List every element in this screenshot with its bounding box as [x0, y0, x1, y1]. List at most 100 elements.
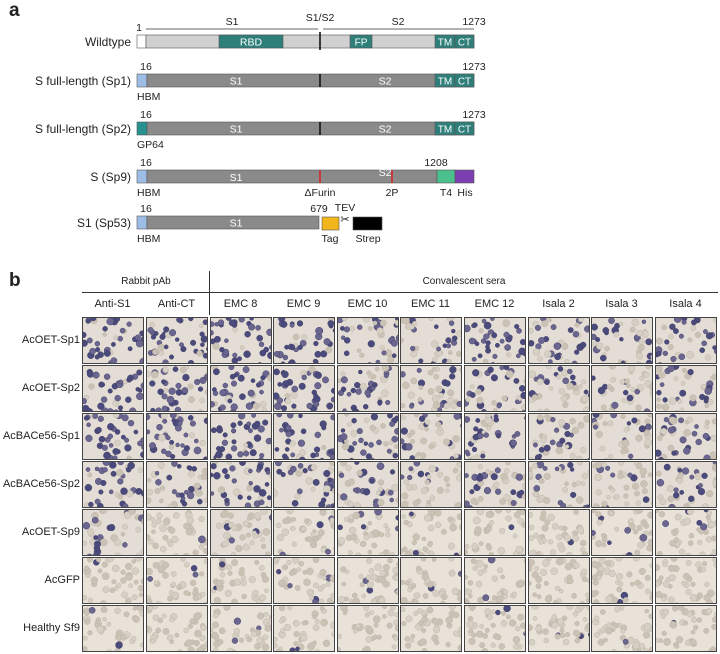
cell-dot: [301, 374, 307, 381]
cell-dot: [432, 618, 439, 625]
cell-dot: [413, 414, 420, 418]
cell-dot: [703, 398, 709, 404]
cell-dot: [713, 561, 716, 568]
cell-dot: [691, 430, 698, 437]
cell-dot: [449, 571, 455, 577]
cell-dot: [138, 514, 143, 522]
cell-dot: [597, 386, 606, 395]
cell-dot: [244, 502, 252, 507]
cell-dot: [199, 331, 205, 337]
cell-dot: [123, 611, 130, 618]
start-position-label: 16: [140, 203, 152, 215]
cell-dot: [261, 407, 267, 411]
cell-dot: [675, 410, 679, 411]
cell-dot: [274, 489, 278, 497]
cell-dot: [319, 568, 327, 576]
cell-dot: [401, 474, 405, 480]
cell-dot: [390, 552, 395, 555]
cell-dot: [180, 346, 187, 353]
cell-dot: [325, 548, 331, 555]
cell-dot: [254, 420, 261, 427]
cell-dot: [249, 540, 255, 545]
cell-dot: [515, 473, 523, 481]
cell-dot: [634, 549, 641, 555]
cell-dot: [619, 379, 626, 385]
cell-dot: [562, 638, 570, 646]
cell-dot: [558, 388, 566, 395]
cell-dot: [151, 370, 159, 379]
cell-dot: [581, 379, 587, 385]
cell-dot: [401, 492, 409, 500]
cell-dot: [503, 494, 511, 502]
micrograph-cell: [655, 509, 717, 556]
cell-dot: [401, 579, 405, 585]
cell-dot: [108, 443, 114, 448]
cell-dot: [131, 594, 138, 601]
cell-dot: [114, 552, 122, 555]
cell-dot: [213, 612, 219, 619]
n-terminal-tag-label: HBM: [137, 233, 160, 245]
cell-dot: [550, 324, 557, 331]
cell-dot: [237, 451, 244, 458]
cell-dot: [356, 428, 363, 435]
cell-dot: [573, 510, 579, 515]
cell-dot: [648, 613, 652, 619]
cell-micrograph: [338, 318, 398, 363]
cell-dot: [599, 515, 605, 521]
micrograph-cell: [591, 509, 653, 556]
micrograph-cell: [400, 605, 462, 652]
cell-dot: [661, 403, 670, 411]
cell-dot: [529, 624, 533, 631]
cell-dot: [358, 437, 364, 444]
cell-dot: [183, 432, 189, 438]
cell-dot: [96, 625, 105, 634]
cell-dot: [330, 621, 334, 630]
cell-dot: [359, 383, 367, 391]
cell-dot: [194, 438, 199, 444]
cell-dot: [597, 638, 605, 646]
cell-dot: [407, 391, 415, 399]
cell-dot: [147, 414, 151, 420]
cell-dot: [476, 630, 484, 638]
cell-dot: [542, 559, 550, 567]
cell-dot: [549, 439, 556, 446]
cell-dot: [663, 463, 671, 471]
cell-dot: [289, 465, 297, 473]
cell-dot: [227, 647, 234, 651]
cell-micrograph: [656, 606, 716, 651]
cell-dot: [593, 424, 598, 430]
cell-dot: [541, 524, 549, 532]
micrograph-cell: [528, 317, 590, 364]
cell-dot: [246, 516, 252, 521]
cell-micrograph: [83, 558, 143, 603]
cell-dot: [471, 446, 478, 453]
cell-dot: [523, 378, 525, 384]
cell-dot: [256, 334, 264, 342]
cell-dot: [97, 568, 103, 574]
cell-dot: [656, 449, 662, 457]
cell-dot: [215, 450, 223, 459]
micrograph-cell: [82, 365, 144, 412]
cell-dot: [290, 525, 296, 532]
cell-dot: [562, 401, 569, 408]
cell-dot: [636, 524, 643, 531]
cell-dot: [690, 629, 696, 635]
cell-dot: [219, 561, 226, 568]
cell-dot: [499, 498, 506, 505]
cell-dot: [94, 498, 101, 505]
cell-dot: [687, 368, 694, 376]
cell-dot: [703, 510, 709, 513]
cell-dot: [643, 631, 651, 639]
micrograph-cell: [464, 509, 526, 556]
cell-dot: [647, 511, 652, 519]
cell-dot: [551, 621, 559, 629]
cell-dot: [112, 564, 120, 573]
cell-dot: [338, 537, 346, 545]
cell-dot: [261, 575, 269, 583]
cell-dot: [183, 590, 189, 596]
cell-dot: [304, 518, 310, 524]
cell-dot: [313, 340, 319, 347]
cell-dot: [452, 611, 460, 619]
cell-dot: [394, 612, 398, 618]
cell-dot: [475, 388, 482, 395]
